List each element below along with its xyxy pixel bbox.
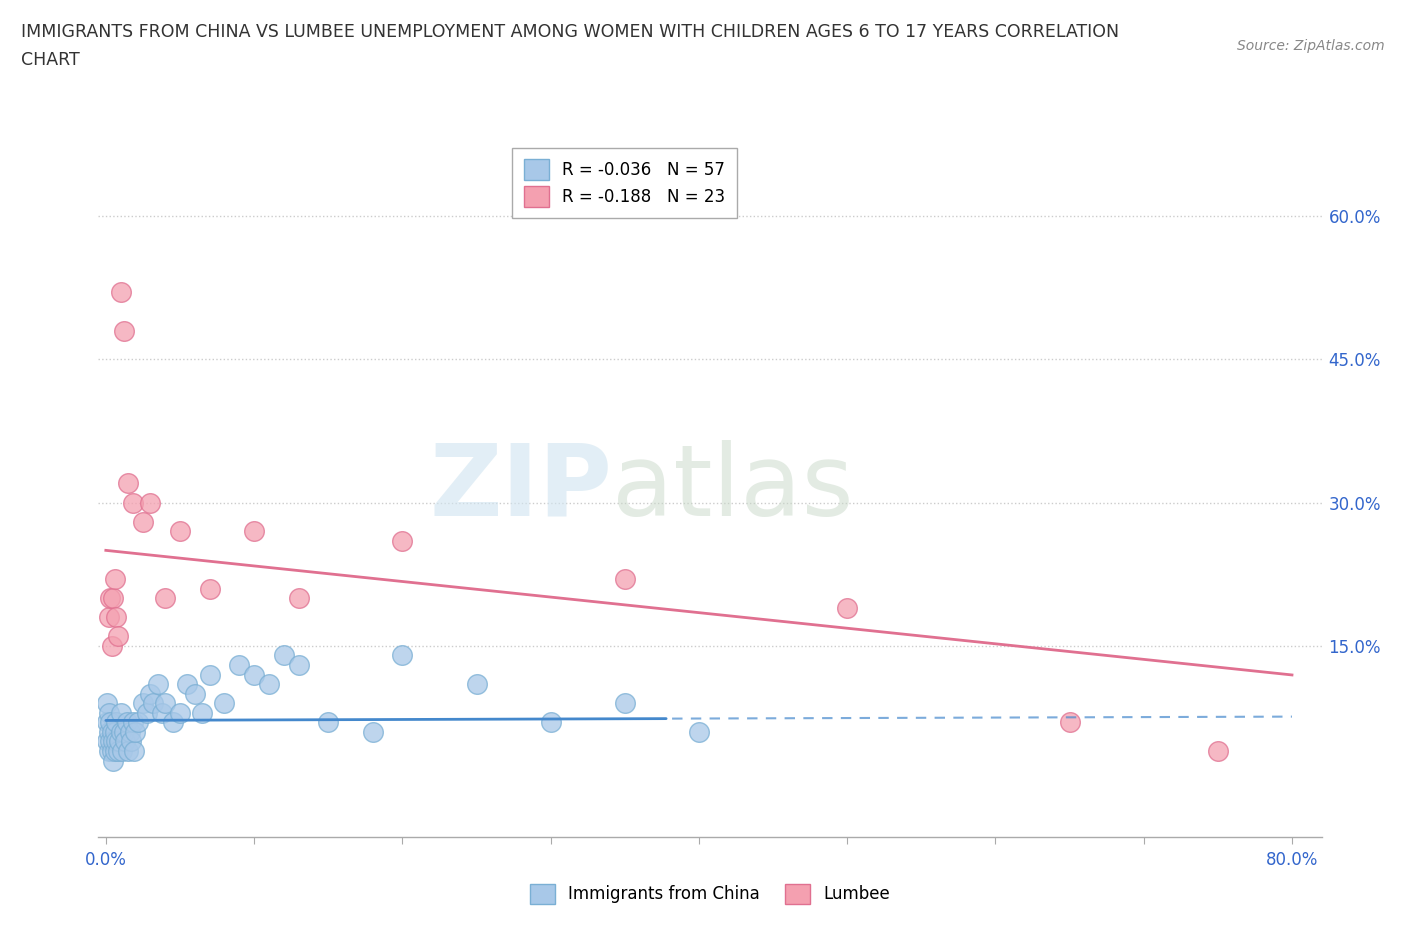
Point xyxy=(243,667,266,682)
Text: ZIP: ZIP xyxy=(429,440,612,537)
Point xyxy=(191,705,214,720)
Point xyxy=(132,514,155,529)
Point xyxy=(391,648,413,663)
Point xyxy=(169,524,191,538)
Point xyxy=(104,572,127,587)
Point xyxy=(100,639,122,654)
Point xyxy=(105,734,128,749)
Point xyxy=(97,705,120,720)
Text: IMMIGRANTS FROM CHINA VS LUMBEE UNEMPLOYMENT AMONG WOMEN WITH CHILDREN AGES 6 TO: IMMIGRANTS FROM CHINA VS LUMBEE UNEMPLOY… xyxy=(21,23,1119,41)
Point xyxy=(287,591,309,605)
Point xyxy=(97,610,120,625)
Point xyxy=(613,696,636,711)
Text: Source: ZipAtlas.com: Source: ZipAtlas.com xyxy=(1237,39,1385,53)
Point xyxy=(243,524,266,538)
Point xyxy=(103,591,125,605)
Point xyxy=(96,696,118,711)
Point xyxy=(110,285,132,299)
Point xyxy=(100,724,122,739)
Point xyxy=(465,677,488,692)
Point xyxy=(104,724,127,739)
Point xyxy=(110,724,132,739)
Point xyxy=(117,476,139,491)
Point xyxy=(96,715,118,730)
Point xyxy=(103,753,125,768)
Point xyxy=(108,734,131,749)
Point xyxy=(150,705,173,720)
Text: CHART: CHART xyxy=(21,51,80,69)
Point xyxy=(118,724,141,739)
Point xyxy=(117,744,139,759)
Point xyxy=(273,648,295,663)
Point xyxy=(136,705,159,720)
Point xyxy=(153,591,176,605)
Point xyxy=(184,686,207,701)
Point xyxy=(111,744,134,759)
Point xyxy=(214,696,236,711)
Point xyxy=(613,572,636,587)
Point xyxy=(98,715,121,730)
Point xyxy=(107,744,129,759)
Point xyxy=(97,744,120,759)
Point xyxy=(120,734,142,749)
Point xyxy=(139,686,162,701)
Y-axis label: Unemployment Among Women with Children Ages 6 to 17 years: Unemployment Among Women with Children A… xyxy=(0,242,7,735)
Point xyxy=(100,744,122,759)
Point xyxy=(110,705,132,720)
Point xyxy=(98,734,121,749)
Point xyxy=(105,715,128,730)
Text: atlas: atlas xyxy=(612,440,853,537)
Point xyxy=(198,581,221,596)
Point xyxy=(112,724,135,739)
Point xyxy=(176,677,198,692)
Point xyxy=(97,724,120,739)
Point xyxy=(115,715,138,730)
Point xyxy=(169,705,191,720)
Point xyxy=(228,658,250,672)
Point xyxy=(287,658,309,672)
Point xyxy=(837,600,859,615)
Point xyxy=(391,534,413,549)
Legend: Immigrants from China, Lumbee: Immigrants from China, Lumbee xyxy=(522,875,898,912)
Point xyxy=(1059,715,1081,730)
Point xyxy=(198,667,221,682)
Point xyxy=(127,715,149,730)
Point xyxy=(103,734,125,749)
Point xyxy=(257,677,280,692)
Point xyxy=(96,734,118,749)
Point xyxy=(98,591,121,605)
Point xyxy=(104,744,127,759)
Point xyxy=(146,677,169,692)
Point xyxy=(114,734,136,749)
Point xyxy=(112,323,135,338)
Point xyxy=(124,724,146,739)
Point xyxy=(139,495,162,510)
Point xyxy=(142,696,165,711)
Point xyxy=(688,724,710,739)
Point xyxy=(121,495,143,510)
Point xyxy=(162,715,184,730)
Point xyxy=(153,696,176,711)
Point xyxy=(132,696,155,711)
Point xyxy=(361,724,384,739)
Point xyxy=(122,744,145,759)
Point xyxy=(540,715,562,730)
Point xyxy=(121,715,143,730)
Point xyxy=(105,610,128,625)
Point xyxy=(107,629,129,644)
Point xyxy=(316,715,339,730)
Point xyxy=(1206,744,1229,759)
